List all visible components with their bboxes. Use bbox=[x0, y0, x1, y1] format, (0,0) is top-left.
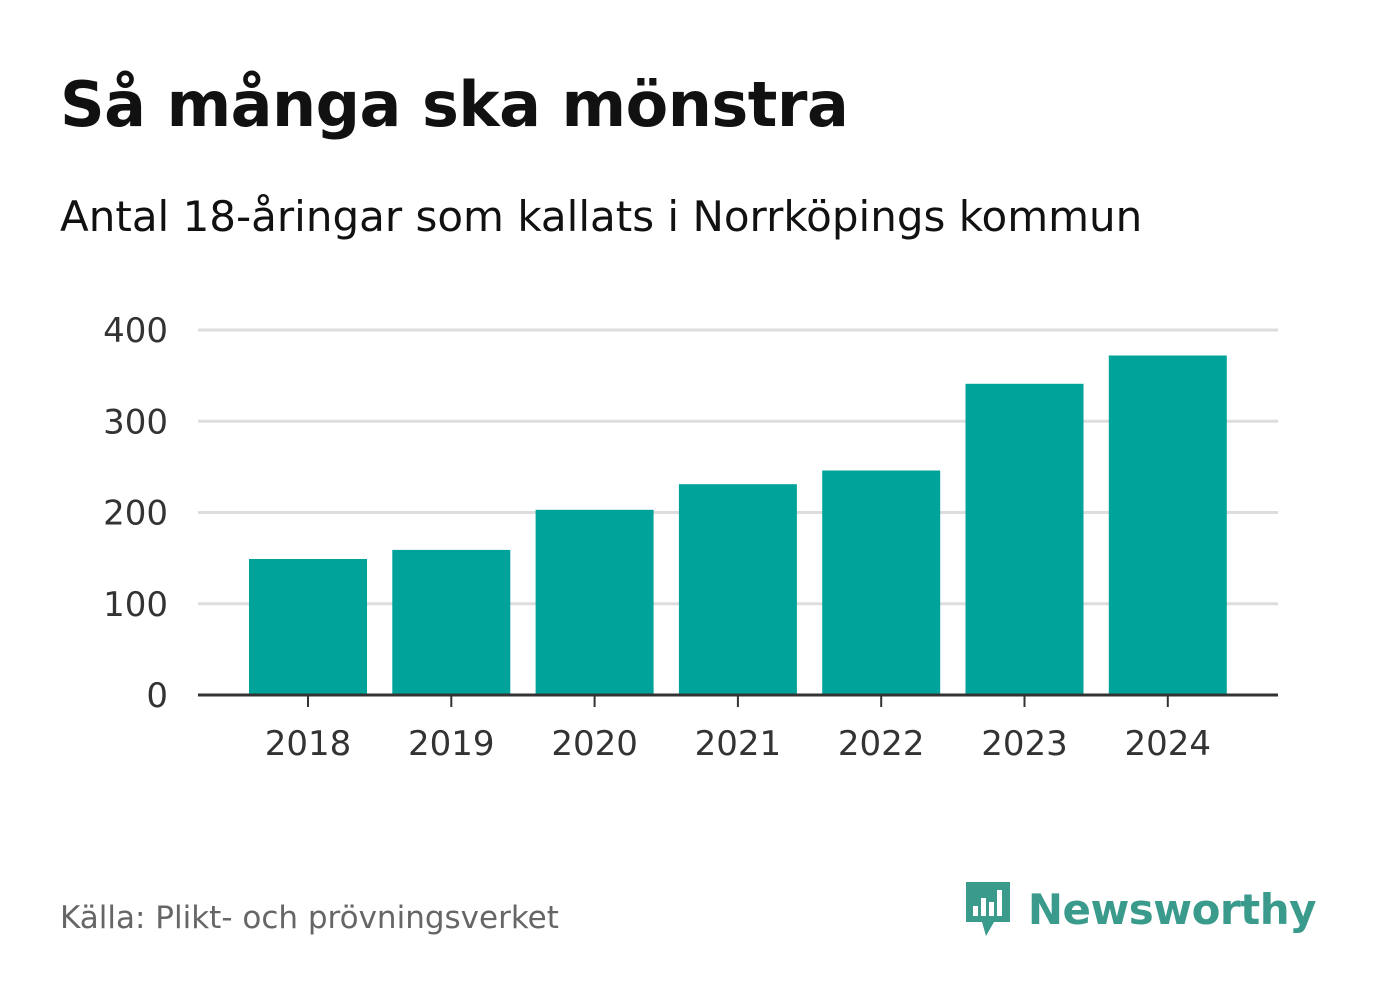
y-tick-label-0: 0 bbox=[146, 676, 168, 716]
x-tick-label-2018: 2018 bbox=[265, 724, 352, 764]
x-tick-label-2021: 2021 bbox=[695, 724, 782, 764]
bars bbox=[249, 355, 1227, 695]
brand-logo: Newsworthy bbox=[962, 878, 1317, 940]
y-tick-label-200: 200 bbox=[103, 494, 168, 534]
brand-name: Newsworthy bbox=[1027, 884, 1317, 934]
x-tick-label-2020: 2020 bbox=[551, 724, 638, 764]
y-axis-ticks: 0 100 200 300 400 bbox=[103, 311, 168, 716]
x-axis-ticks: 2018 2019 2020 2021 2022 2023 2024 bbox=[265, 695, 1211, 764]
bar-2023 bbox=[965, 383, 1084, 695]
bar-2024 bbox=[1108, 355, 1227, 695]
y-tick-label-400: 400 bbox=[103, 311, 168, 351]
x-tick-label-2019: 2019 bbox=[408, 724, 495, 764]
x-tick-label-2024: 2024 bbox=[1125, 724, 1212, 764]
chart-subtitle: Antal 18-åringar som kallats i Norrköpin… bbox=[60, 192, 1143, 241]
chart-title: Så många ska mönstra bbox=[60, 68, 849, 141]
newsworthy-logo-icon bbox=[965, 882, 1010, 936]
bar-2022 bbox=[822, 470, 941, 695]
x-tick-label-2022: 2022 bbox=[838, 724, 925, 764]
source-note: Källa: Plikt- och prövningsverket bbox=[60, 900, 559, 936]
x-tick-label-2023: 2023 bbox=[981, 724, 1068, 764]
bar-2021 bbox=[678, 484, 797, 695]
bar-2018 bbox=[249, 559, 367, 695]
bar-2020 bbox=[535, 509, 654, 695]
y-tick-label-300: 300 bbox=[103, 402, 168, 442]
bar-2019 bbox=[392, 549, 511, 695]
y-tick-label-100: 100 bbox=[103, 585, 168, 625]
